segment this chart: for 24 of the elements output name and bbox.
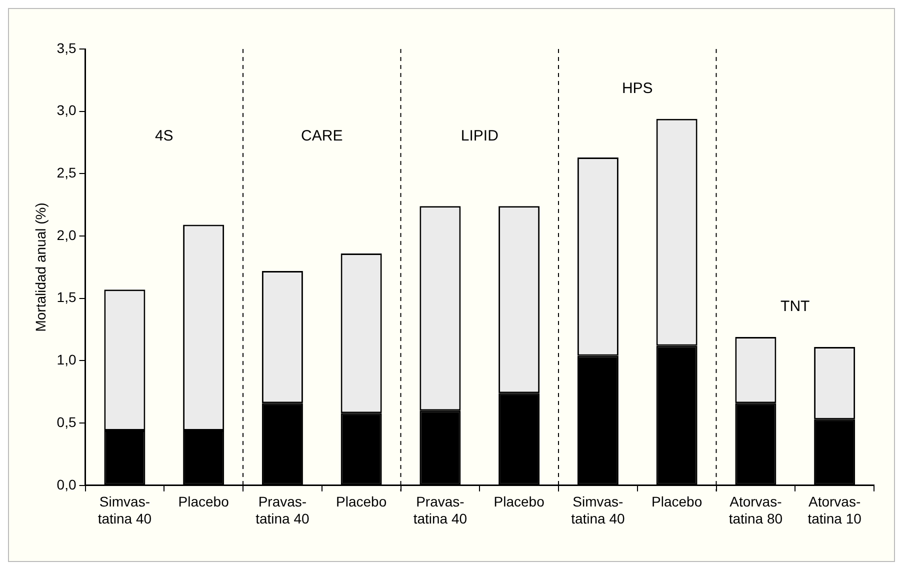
annotation: TNT [780,298,810,316]
annotation: HPS [622,80,653,97]
x-tick-label: Placebo [494,494,545,510]
y-tick-label: 0,5 [56,414,76,430]
y-tick-label: 1,5 [56,289,76,306]
x-tick-label: Atorvas- tatina 10 [808,494,862,526]
y-tick-label: 1,0 [56,352,76,368]
x-tick-label: Placebo [178,494,230,510]
annotation: 4S [154,127,174,144]
y-tick-label: 2,5 [56,164,76,181]
y-tick-label: 3,5 [56,40,76,56]
y-tick-label: 0,0 [56,476,76,492]
x-tick-label: Simvas- tatina 40 [571,494,626,526]
x-tick-label: Pravas- tatina 40 [256,494,310,526]
x-tick-label: Placebo [336,494,387,510]
x-tick-label: Atorvas- tatina 80 [728,494,783,526]
x-tick-label: Simvas- tatina 40 [98,494,152,526]
x-tick-label: Placebo [652,494,702,510]
annotation: LIPID [460,127,499,144]
y-tick-label: 2,0 [56,226,76,243]
x-tick-label: Pravas- tatina 40 [413,494,468,526]
y-tick-label: 3,0 [56,102,76,118]
annotation: CARE [301,127,343,144]
y-axis-title: Mortalidad anual (%) [32,202,48,332]
